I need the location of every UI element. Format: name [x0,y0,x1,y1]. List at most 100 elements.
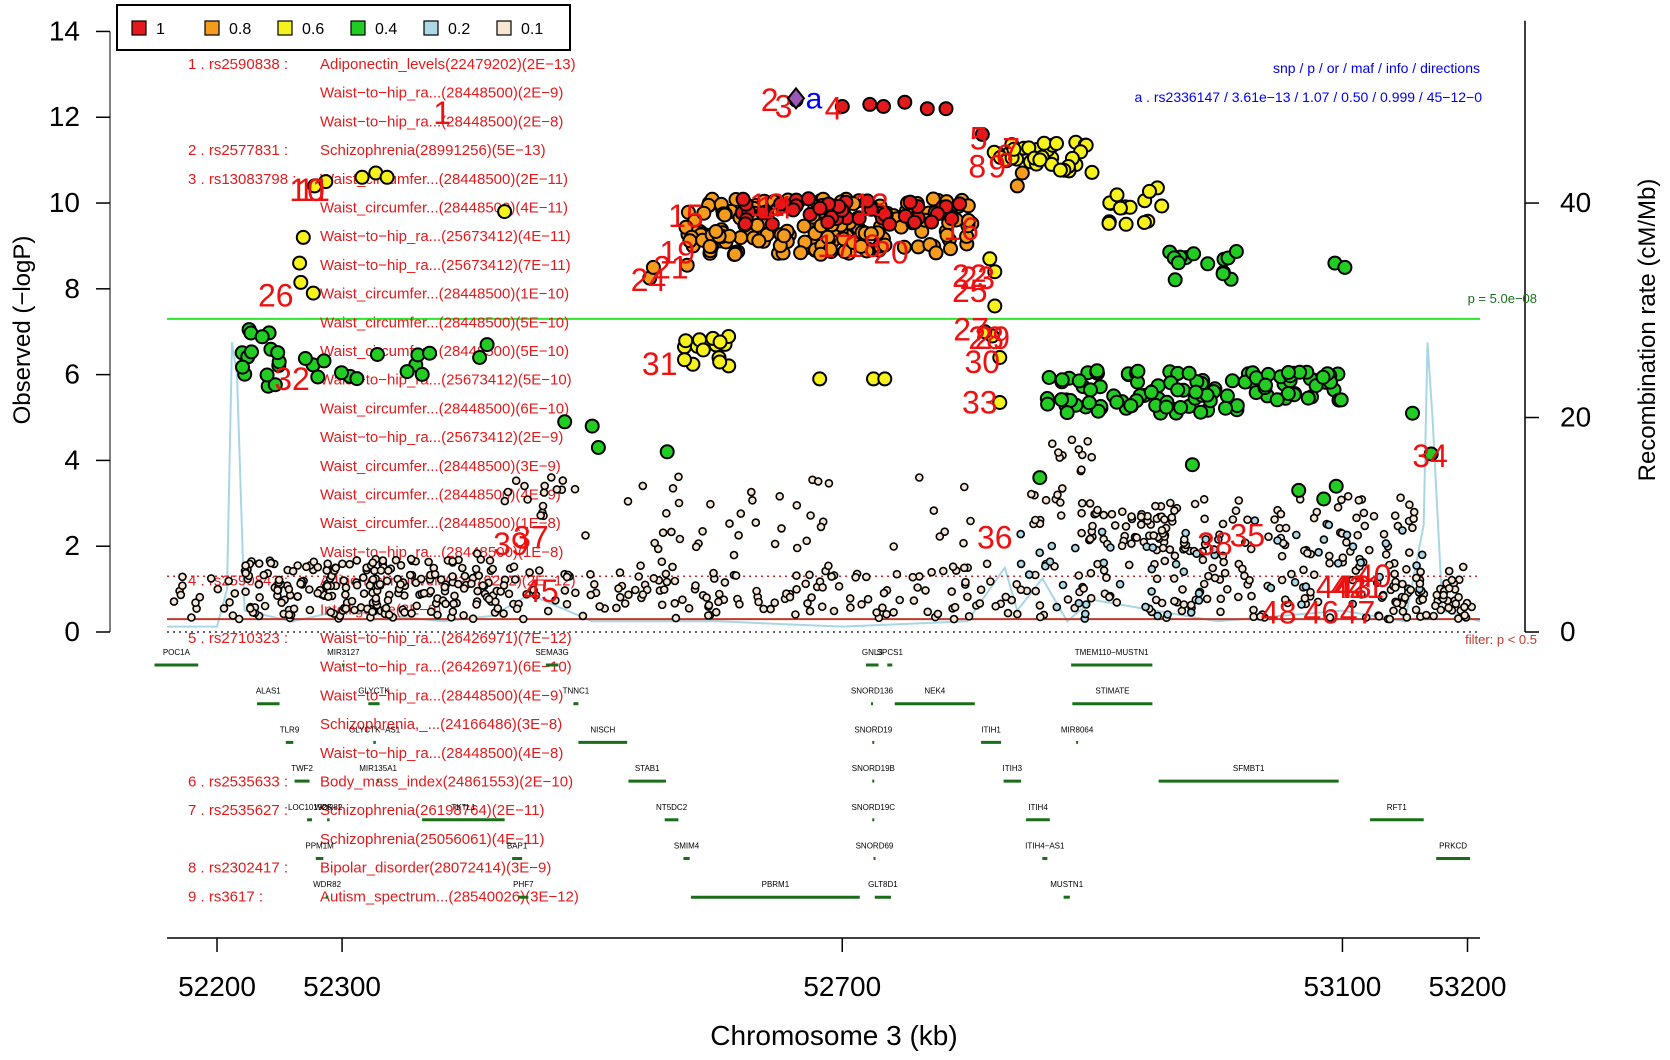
annotation-trait: Waist−to−hip_ra...(25673412)(2E−9) [320,429,563,446]
snp-point [286,611,293,618]
snp-point [1402,594,1409,601]
snp-point [428,608,435,615]
snp-point [231,590,238,597]
snp-point [1091,364,1104,377]
snp-point [928,569,935,576]
snp-point [1265,533,1272,540]
snp-number-label: 33 [962,385,998,421]
snp-point [1326,552,1333,559]
snp-point [793,572,800,579]
snp-point [1461,612,1468,619]
snp-point [177,591,184,598]
snp-point [346,561,353,568]
snp-point [293,257,306,270]
snp-point [703,594,710,601]
gene-name: POC1A [163,648,191,657]
snp-point [1391,570,1398,577]
snp-point [468,580,475,587]
snp-point [1101,567,1108,574]
snp-point [637,562,644,569]
snp-point [1150,532,1157,539]
snp-point [1282,366,1295,379]
snp-point [753,588,760,595]
gene-name: TMEM110−MUSTN1 [1075,648,1149,657]
snp-point [256,594,263,601]
snp-point [1133,534,1140,541]
snp-point [475,572,482,579]
snp-point [1058,512,1065,519]
snp-point [978,586,985,593]
snp-point [1248,593,1255,600]
snp-point [339,560,346,567]
snp-point [1088,595,1095,602]
snp-point [459,565,466,572]
lead-snp[interactable]: a [788,82,823,115]
snp-point [354,582,361,589]
annotation-trait: Waist−to−hip_ra...(25673412)(4E−11) [320,228,571,245]
snp-point [819,584,826,591]
snp-point [1145,386,1158,399]
snp-point [1173,561,1180,568]
annotation-trait: Autism_spectrum...(28540026)(3E−12) [320,888,579,905]
snp-point [651,540,658,547]
snp-point [714,336,727,349]
snp-point [294,593,301,600]
snp-point [408,610,415,617]
snp-point [342,605,349,612]
snp-point [858,601,865,608]
gene-name: GLYCTK−AS1 [349,725,401,734]
snp-point [548,474,555,481]
snp-point [297,231,310,244]
snp-point [1138,216,1151,229]
snp-point [461,585,468,592]
snp-point [1419,551,1426,558]
snp-point [1005,610,1012,617]
snp-point [1376,613,1383,620]
snp-point [449,608,456,615]
snp-point [188,614,195,621]
snp-point [904,196,917,209]
snp-point [1288,571,1295,578]
snp-point [397,581,404,588]
snp-number-label: 34 [1412,438,1448,474]
gene-name: PPM1M [305,842,334,851]
snp-point [836,583,843,590]
snp-point [349,598,356,605]
snp-point [242,570,249,577]
snp-point [1107,544,1114,551]
snp-point [1084,383,1097,396]
legend-swatch [278,21,292,35]
snp-point [1048,543,1055,550]
snp-point [1037,614,1044,621]
snp-point [948,588,955,595]
snp-point [586,420,599,433]
snp-point [1017,531,1024,538]
snp-number-label: 47 [1340,595,1376,631]
snp-point [1164,611,1171,618]
snp-number-label: 11 [297,172,330,208]
snp-point [1361,522,1368,529]
snp-point [966,613,973,620]
snp-point [976,600,983,607]
snp-point [1169,273,1182,286]
axes: 024681012140204052200 52300 52700 53100 5320… [49,15,1591,1002]
snp-point [659,601,666,608]
snp-point [371,348,384,361]
snp-point [416,368,429,381]
snp-point [1002,593,1009,600]
snp-point [806,571,813,578]
snp-point [1413,574,1420,581]
snp-point [262,603,269,610]
snp-point [952,604,959,611]
snp-point [1123,523,1130,530]
snp-point [921,102,934,115]
gene-name: RFT1 [1387,803,1408,812]
filter-label: filter: p < 0.5 [1465,632,1537,647]
snp-point [401,365,414,378]
snp-point [821,216,834,229]
snp-point [473,601,480,608]
snp-point [1106,594,1113,601]
snp-point [1179,586,1186,593]
snp-point [236,361,249,374]
snp-point [910,597,917,604]
